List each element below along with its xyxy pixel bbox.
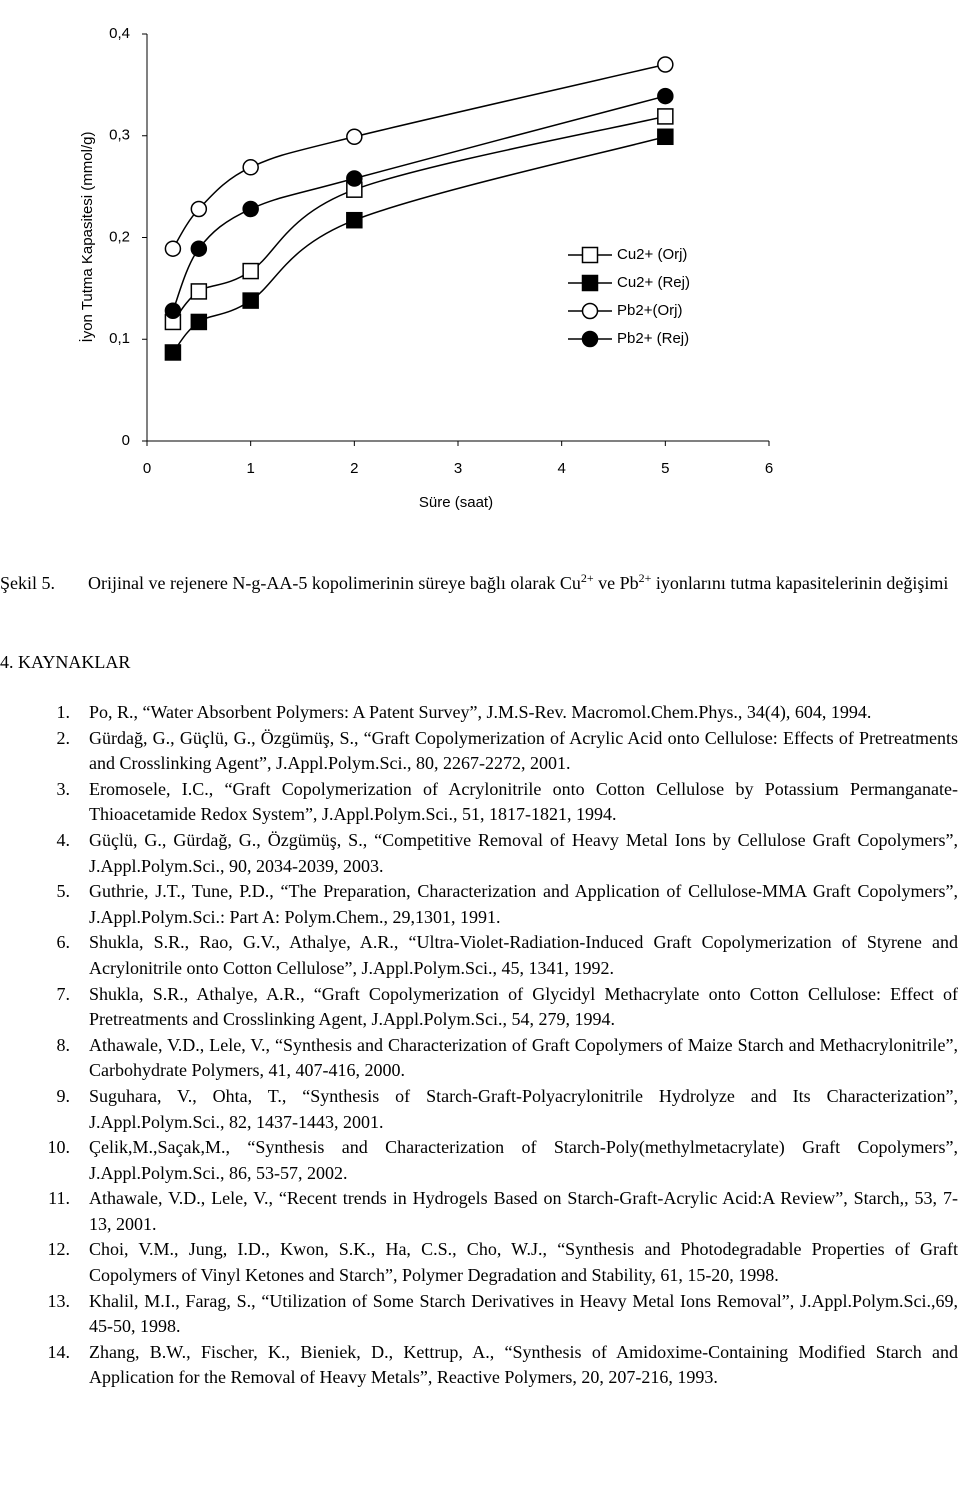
reference: 4. Güçlü, G., Gürdağ, G., Özgümüş, S., “C…	[0, 828, 959, 879]
caption-label: Şekil 5.	[0, 573, 56, 593]
reference: 10. Çelik,M.,Saçak,M., “Synthesis and Cha…	[0, 1135, 959, 1186]
marker	[242, 200, 259, 218]
reference-text: Po, R., “Water Absorbent Polymers: A Pat…	[89, 702, 872, 722]
reference-text: Shukla, S.R., Athalye, A.R., “Graft Copo…	[89, 983, 958, 1030]
series-line	[172, 63, 666, 250]
section-heading: 4. KAYNAKLAR	[0, 652, 131, 672]
x-tick-label: 5	[661, 460, 669, 477]
y-tick-label: 0,3	[109, 127, 130, 144]
marker	[242, 262, 259, 280]
x-tick-label: 0	[143, 460, 151, 477]
marker	[190, 200, 208, 218]
reference: 14. Zhang, B.W., Fischer, K., Bieniek, D.…	[0, 1340, 959, 1391]
reference-list: 1. Po, R., “Water Absorbent Polymers: A P…	[0, 700, 959, 1391]
legend-marker	[581, 246, 599, 264]
caption-sup: 2+	[580, 571, 594, 585]
marker	[657, 87, 674, 105]
reference: 6. Shukla, S.R., Rao, G.V., Athalye, A.R.…	[0, 930, 959, 981]
reference-text: Güçlü, G., Gürdağ, G., Özgümüş, S., “Com…	[89, 829, 958, 876]
reference: 1. Po, R., “Water Absorbent Polymers: A P…	[0, 700, 958, 726]
x-tick-label: 1	[246, 460, 254, 477]
legend-marker	[581, 330, 599, 348]
reference-number: 11.	[48, 1188, 70, 1209]
reference-text: Çelik,M.,Saçak,M., “Synthesis and Charac…	[89, 1137, 958, 1183]
legend-marker	[581, 302, 599, 320]
caption-text: iyonlarını tutma kapasitelerinin değişim…	[651, 573, 949, 593]
marker	[657, 56, 674, 73]
reference-number: 2.	[56, 727, 71, 748]
marker	[657, 108, 674, 125]
x-tick-label: 6	[765, 460, 773, 477]
reference-number: 14.	[47, 1341, 71, 1362]
reference-text: Eromosele, I.C., “Graft Copolymerization…	[89, 778, 958, 825]
marker	[346, 170, 363, 187]
reference: 2. Gürdağ, G., Güçlü, G., Özgümüş, S., “G…	[0, 726, 959, 777]
legend-marker	[581, 274, 599, 292]
reference-number: 3.	[56, 778, 71, 799]
reference-number: 4.	[56, 829, 71, 850]
reference-number: 13.	[47, 1290, 71, 1311]
reference-number: 6.	[56, 932, 71, 953]
reference-number: 12.	[47, 1239, 71, 1260]
marker	[657, 128, 674, 146]
reference-text: Athawale, V.D., Lele, V., “Recent trends…	[89, 1188, 958, 1234]
caption-text: Orijinal ve rejenere N-g-AA-5 kopolimeri…	[88, 573, 581, 593]
reference-number: 7.	[56, 983, 71, 1004]
reference: 5. Guthrie, J.T., Tune, P.D., “The Prepar…	[0, 879, 959, 930]
reference-text: Zhang, B.W., Fischer, K., Bieniek, D., K…	[89, 1341, 958, 1388]
reference: 13. Khalil, M.I., Farag, S., “Utilization…	[0, 1289, 959, 1340]
y-axis-label: İyon Tutma Kapasitesi (mmol/g)	[78, 132, 96, 343]
y-tick-label: 0	[122, 432, 130, 449]
marker	[164, 344, 182, 361]
reference: 7. Shukla, S.R., Athalye, A.R., “Graft Co…	[0, 982, 959, 1033]
marker	[190, 283, 208, 300]
x-axis-label: Süre (saat)	[419, 494, 493, 511]
reference-number: 8.	[56, 1034, 71, 1055]
marker	[346, 211, 363, 229]
reference-text: Khalil, M.I., Farag, S., “Utilization of…	[89, 1290, 958, 1337]
caption-sup: 2+	[638, 571, 652, 585]
marker	[346, 128, 363, 146]
x-tick-label: 2	[350, 460, 358, 477]
reference: 8. Athawale, V.D., Lele, V., “Synthesis a…	[0, 1033, 959, 1084]
caption-text: ve Pb	[593, 573, 639, 593]
chart: Süre (saat) İyon Tutma Kapasitesi (mmol/…	[78, 25, 773, 511]
legend-label: Cu2+ (Rej)	[617, 274, 690, 291]
reference-number: 5.	[56, 881, 71, 902]
reference-number: 10.	[47, 1137, 71, 1158]
marker	[164, 240, 182, 257]
x-tick-label: 4	[557, 460, 565, 477]
reference-text: Guthrie, J.T., Tune, P.D., “The Preparat…	[89, 881, 958, 927]
reference: 3. Eromosele, I.C., “Graft Copolymerizati…	[0, 777, 959, 828]
legend-label: Cu2+ (Orj)	[617, 246, 687, 263]
reference-number: 1.	[56, 702, 71, 722]
reference-text: Gürdağ, G., Güçlü, G., Özgümüş, S., “Gra…	[89, 727, 958, 774]
reference-number: 9.	[56, 1085, 71, 1106]
figure-caption: Şekil 5. Orijinal ve rejenere N-g-AA-5 ko…	[0, 568, 958, 598]
legend-label: Pb2+ (Rej)	[617, 330, 689, 347]
reference: 9. Suguhara, V., Ohta, T., “Synthesis of …	[0, 1084, 959, 1135]
y-tick-label: 0,4	[109, 25, 130, 42]
marker	[242, 159, 259, 176]
y-tick-label: 0,2	[109, 228, 130, 245]
marker	[190, 240, 208, 257]
reference-text: Suguhara, V., Ohta, T., “Synthesis of St…	[89, 1085, 958, 1132]
reference: 12. Choi, V.M., Jung, I.D., Kwon, S.K., H…	[0, 1237, 959, 1288]
marker	[242, 292, 259, 309]
legend-label: Pb2+(Orj)	[617, 302, 682, 319]
reference-text: Athawale, V.D., Lele, V., “Synthesis and…	[89, 1034, 958, 1081]
reference-text: Shukla, S.R., Rao, G.V., Athalye, A.R., …	[89, 932, 958, 978]
marker	[164, 302, 182, 320]
y-tick-label: 0,1	[109, 330, 130, 347]
x-tick-label: 3	[454, 460, 462, 477]
reference: 11. Athawale, V.D., Lele, V., “Recent tre…	[0, 1186, 958, 1237]
reference-text: Choi, V.M., Jung, I.D., Kwon, S.K., Ha, …	[89, 1239, 958, 1286]
marker	[190, 313, 208, 331]
